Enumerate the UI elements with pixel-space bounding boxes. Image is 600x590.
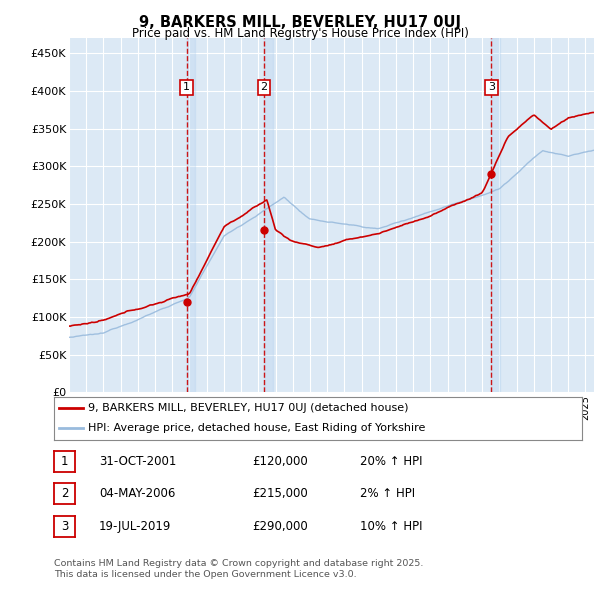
Bar (491, 38, 500, 392)
Text: 3: 3 (488, 83, 495, 92)
Text: 19-JUL-2019: 19-JUL-2019 (99, 520, 172, 533)
Text: Contains HM Land Registry data © Crown copyright and database right 2025.: Contains HM Land Registry data © Crown c… (54, 559, 424, 568)
Text: 1: 1 (61, 455, 68, 468)
Text: HPI: Average price, detached house, East Riding of Yorkshire: HPI: Average price, detached house, East… (88, 422, 425, 432)
Text: 2: 2 (61, 487, 68, 500)
Text: 31-OCT-2001: 31-OCT-2001 (99, 455, 176, 468)
Text: £120,000: £120,000 (252, 455, 308, 468)
Text: 20% ↑ HPI: 20% ↑ HPI (360, 455, 422, 468)
Text: 10% ↑ HPI: 10% ↑ HPI (360, 520, 422, 533)
Bar (187, 38, 195, 392)
Text: 9, BARKERS MILL, BEVERLEY, HU17 0UJ: 9, BARKERS MILL, BEVERLEY, HU17 0UJ (139, 15, 461, 30)
Text: 3: 3 (61, 520, 68, 533)
Text: 1: 1 (183, 83, 190, 92)
Text: £215,000: £215,000 (252, 487, 308, 500)
Text: £290,000: £290,000 (252, 520, 308, 533)
Text: 9, BARKERS MILL, BEVERLEY, HU17 0UJ (detached house): 9, BARKERS MILL, BEVERLEY, HU17 0UJ (det… (88, 403, 409, 412)
Text: 2: 2 (260, 83, 268, 92)
Text: This data is licensed under the Open Government Licence v3.0.: This data is licensed under the Open Gov… (54, 571, 356, 579)
Text: Price paid vs. HM Land Registry's House Price Index (HPI): Price paid vs. HM Land Registry's House … (131, 27, 469, 40)
Text: 04-MAY-2006: 04-MAY-2006 (99, 487, 175, 500)
Bar (264, 38, 272, 392)
Text: 2% ↑ HPI: 2% ↑ HPI (360, 487, 415, 500)
